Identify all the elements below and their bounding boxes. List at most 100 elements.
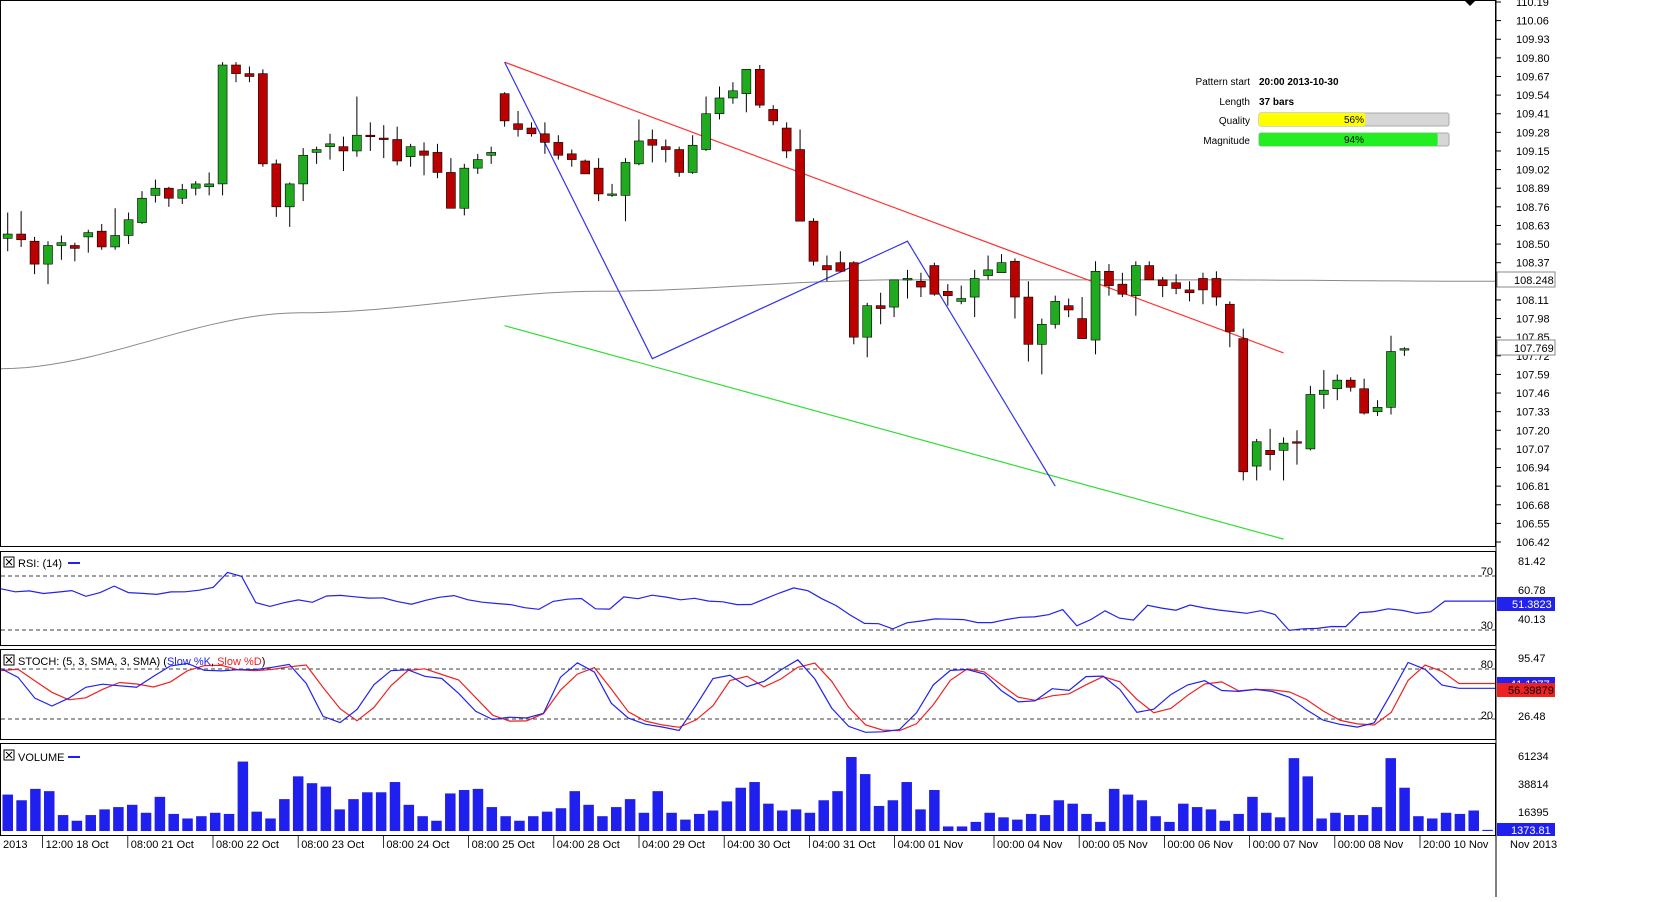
- candle: [728, 82, 738, 104]
- candle-body: [110, 235, 120, 248]
- candle: [378, 125, 389, 159]
- candle-body: [325, 143, 335, 147]
- ma-value-tag: 108.248: [1496, 271, 1556, 288]
- volume-bar: [707, 810, 719, 831]
- candle: [714, 86, 725, 120]
- volume-bar: [859, 774, 871, 831]
- candle-body: [123, 219, 134, 236]
- candle-body: [781, 127, 792, 152]
- stoch-slow-d-label: Slow %D: [217, 656, 262, 668]
- candle-body: [983, 269, 993, 276]
- rsi-tick: 60.78: [1518, 585, 1546, 597]
- candle: [231, 62, 241, 83]
- candle: [848, 261, 859, 345]
- volume-bar: [1385, 758, 1396, 831]
- candle-body: [1251, 441, 1262, 467]
- volume-bar: [984, 812, 995, 831]
- price-tick-label: 107.46: [1516, 388, 1550, 400]
- price-tick-label: 110.19: [1516, 0, 1549, 9]
- candle: [795, 129, 805, 222]
- volume-bar: [942, 826, 954, 831]
- stoch-d-value-tag: [1497, 683, 1555, 697]
- candle: [123, 212, 134, 245]
- candle: [177, 183, 188, 204]
- candle: [674, 146, 685, 177]
- volume-bar: [1288, 758, 1300, 831]
- candle-body: [352, 134, 362, 152]
- candle-body: [1023, 296, 1034, 345]
- volume-bar: [1316, 818, 1327, 831]
- volume-bar: [140, 812, 152, 831]
- candle-body: [741, 69, 752, 94]
- price-tick-label: 107.07: [1516, 444, 1550, 456]
- volume-bar: [1122, 794, 1134, 831]
- candle: [553, 135, 564, 160]
- volume-bar: [1413, 816, 1424, 831]
- rsi-layer: [0, 571, 1495, 632]
- volume-tick: 38814: [1518, 779, 1549, 791]
- volume-bar: [168, 813, 179, 831]
- candle-body: [1050, 301, 1061, 325]
- candle: [472, 153, 483, 174]
- pattern-info: Pattern start 20:00 2013-10-30 Length 37…: [1196, 77, 1450, 147]
- volume-bar: [763, 803, 774, 831]
- last-price-text: 107.769: [1514, 343, 1554, 355]
- volume-bar: [154, 796, 166, 831]
- time-axis-label: 08:00 25 Oct: [472, 839, 535, 851]
- volume-bar: [1219, 820, 1231, 831]
- volume-bar: [458, 790, 470, 831]
- candle-body: [566, 153, 577, 160]
- scroll-arrow-icon[interactable]: [1464, 0, 1476, 6]
- magnitude-label: Magnitude: [1203, 136, 1250, 147]
- stoch-level-20: 20: [1481, 710, 1493, 722]
- candle-body: [674, 149, 685, 173]
- candle-body: [1144, 265, 1155, 281]
- trendlines-layer: [504, 61, 1284, 540]
- volume-bar: [804, 812, 816, 831]
- candle-body: [1010, 260, 1020, 298]
- candle-body: [862, 305, 873, 338]
- volume-bar: [956, 826, 968, 831]
- volume-bar: [790, 809, 802, 831]
- candle: [244, 66, 255, 83]
- candle-body: [553, 142, 564, 156]
- volume-bar: [597, 816, 608, 831]
- candle: [902, 269, 913, 299]
- candle-body: [1292, 441, 1302, 444]
- candle: [835, 251, 846, 272]
- stoch-label: STOCH: (5, 3, SMA, 3, SMA) (Slow %K, Slo…: [18, 656, 265, 668]
- quality-label: Quality: [1219, 116, 1250, 127]
- volume-bar: [500, 816, 511, 831]
- candle: [929, 262, 940, 296]
- support-line: [504, 325, 1284, 540]
- rsi-value-text: 51.3823: [1512, 599, 1552, 611]
- candle-body: [848, 262, 859, 338]
- volume-bar: [1233, 813, 1244, 831]
- volume-bar: [1095, 821, 1106, 831]
- price-tick-label: 109.41: [1516, 109, 1550, 121]
- time-axis-label: 04:00 29 Oct: [642, 839, 705, 851]
- volume-bar: [694, 813, 705, 831]
- candle: [647, 129, 658, 163]
- price-tick-label: 108.50: [1516, 239, 1550, 251]
- candle-body: [1037, 323, 1047, 345]
- magnitude-bar: [1259, 133, 1438, 146]
- candle: [822, 255, 832, 282]
- candle: [969, 269, 980, 318]
- candle-body: [607, 193, 617, 196]
- candle: [1211, 271, 1222, 306]
- volume-bar: [652, 791, 664, 831]
- candle: [311, 146, 322, 164]
- rsi-level-30: 30: [1481, 620, 1493, 632]
- candle: [701, 96, 711, 151]
- candle: [1184, 281, 1195, 302]
- candle: [1010, 258, 1020, 319]
- volume-bar: [1025, 813, 1037, 831]
- candle: [298, 148, 308, 202]
- volume-bar: [721, 801, 733, 831]
- candle-body: [687, 144, 698, 173]
- candle-body: [956, 298, 967, 302]
- candle: [875, 292, 886, 325]
- candle-body: [929, 265, 940, 295]
